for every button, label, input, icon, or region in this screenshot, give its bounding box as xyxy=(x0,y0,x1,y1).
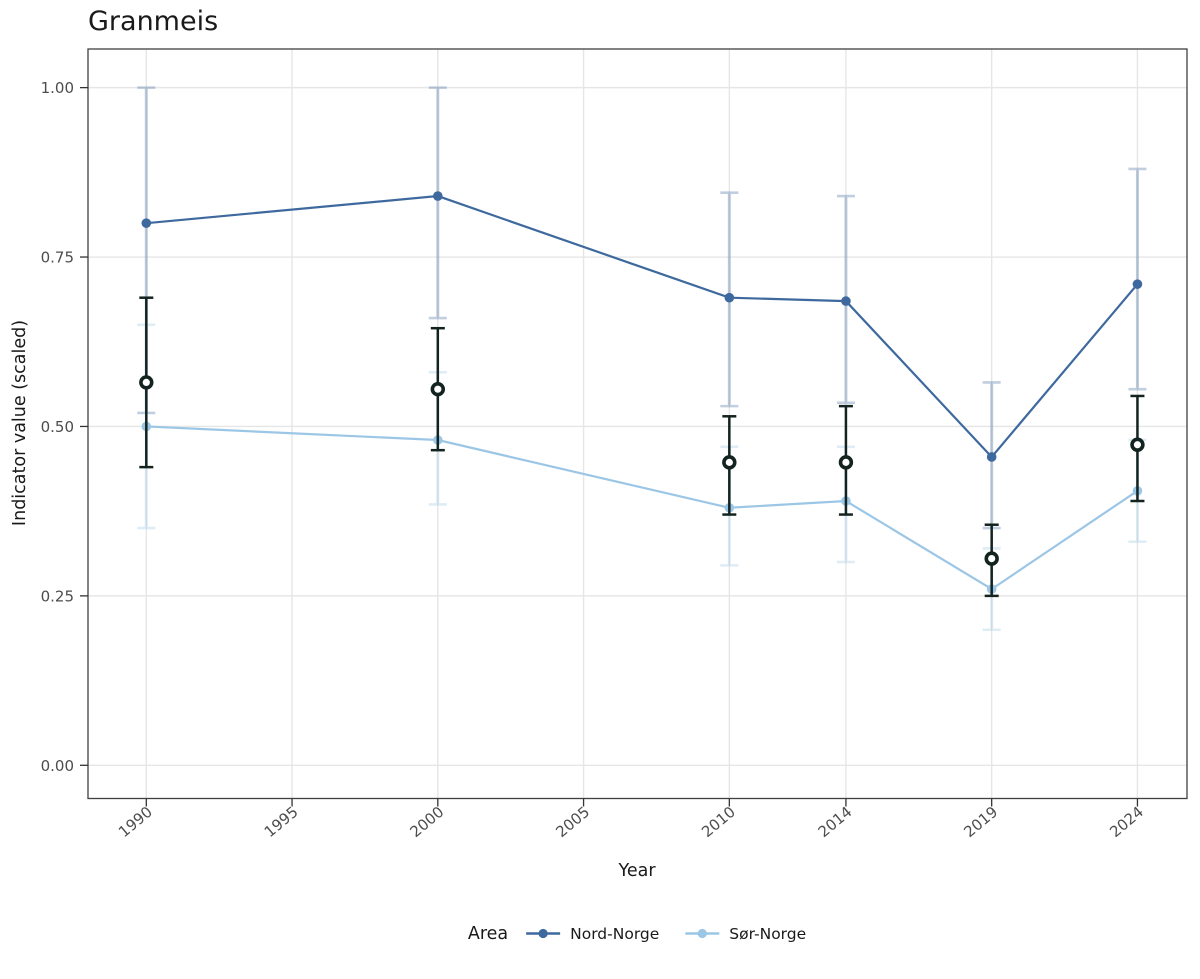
ci-error-bar xyxy=(428,86,447,320)
overall-points-layer xyxy=(139,296,1145,598)
y-tick-label: 0.00 xyxy=(41,757,74,775)
x-tick-label: 2000 xyxy=(407,803,448,841)
y-axis-title: Indicator value (scaled) xyxy=(10,320,30,526)
gridlines-layer xyxy=(88,49,1187,799)
legend-item-label: Nord-Norge xyxy=(570,925,659,943)
x-tick-label: 2019 xyxy=(960,803,1001,841)
x-tick-label: 2024 xyxy=(1106,803,1147,841)
x-tick-label: 2010 xyxy=(698,803,739,841)
x-axis-title: Year xyxy=(617,861,656,881)
series-line xyxy=(146,425,1139,591)
overall-open-circle xyxy=(984,551,999,566)
overall-open-circle xyxy=(838,455,854,470)
data-point xyxy=(141,218,152,228)
data-point xyxy=(986,452,997,462)
overall-open-circle xyxy=(1130,437,1145,452)
axes-layer: 0.00 0.25 0.50 0.75 1.00 1990 1995 2000 2005 2010… xyxy=(41,79,1147,841)
legend-title: Area xyxy=(468,924,508,944)
chart-title: Granmeis xyxy=(88,6,218,37)
y-tick-label: 0.50 xyxy=(41,418,74,436)
x-tick-label: 1995 xyxy=(261,803,302,841)
overall-open-circle xyxy=(722,455,737,470)
legend-item: Nord-Norge xyxy=(526,925,659,943)
y-tick-label: 1.00 xyxy=(41,79,74,97)
overall-open-circle xyxy=(139,375,154,390)
x-tick-label: 2005 xyxy=(552,803,593,841)
series-line xyxy=(146,194,1139,459)
y-tick-label: 0.75 xyxy=(41,249,74,267)
data-point xyxy=(1132,279,1143,289)
overall-open-circle xyxy=(430,381,446,397)
legend-item-label: Sør-Norge xyxy=(729,925,806,943)
legend-key-dot xyxy=(538,928,548,939)
series-layer xyxy=(141,191,1143,594)
legend-key-dot xyxy=(697,928,707,939)
legend: Area Nord-Norge Sør-Norge xyxy=(468,924,806,944)
confidence-bars-layer xyxy=(137,86,1147,632)
x-tick-label: 2014 xyxy=(815,803,856,841)
y-tick-label: 0.25 xyxy=(41,587,74,605)
data-point xyxy=(433,191,443,201)
panel-border xyxy=(87,48,1188,800)
x-tick-label: 1990 xyxy=(115,803,156,841)
ci-error-bar xyxy=(1128,167,1147,391)
data-point xyxy=(841,296,851,306)
legend-item: Sør-Norge xyxy=(685,925,806,943)
data-point xyxy=(724,292,735,303)
